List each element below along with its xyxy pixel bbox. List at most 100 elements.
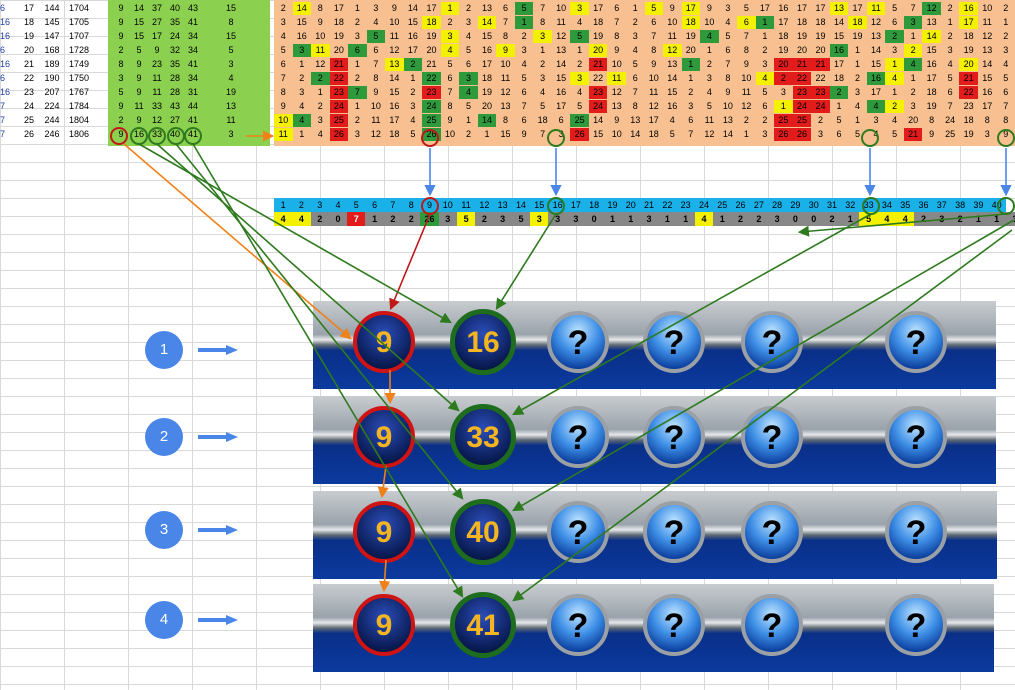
gap-cell: 5 — [466, 45, 472, 55]
gap-cell: 5 — [514, 2, 534, 15]
drawn-number: 35 — [169, 59, 180, 69]
gap-cell: 10 — [667, 17, 678, 27]
history-cell: 6 — [0, 3, 6, 13]
gap-cell: 9 — [725, 87, 731, 97]
history-cell: 20 — [23, 45, 34, 55]
gap-cell: 12 — [648, 101, 659, 111]
gap-cell: 3 — [410, 101, 416, 111]
strip-frequency: 2 — [914, 212, 933, 226]
gap-cell: 3 — [903, 16, 923, 29]
gap-cell: 9 — [614, 115, 620, 125]
gap-cell: 23 — [422, 86, 441, 99]
history-cell: 1728 — [68, 45, 90, 55]
gap-cell: 13 — [667, 59, 678, 69]
strip-number: 13 — [493, 198, 512, 212]
gap-cell: 10 — [444, 129, 455, 139]
strip-number: 8 — [402, 198, 421, 212]
drawn-number: 28 — [169, 73, 180, 83]
gap-cell: 17 — [834, 59, 845, 69]
gap-cell: 18 — [537, 115, 548, 125]
gap-cell: 14 — [630, 129, 641, 139]
gap-cell: 22 — [959, 86, 978, 99]
gap-cell: 7 — [947, 101, 953, 111]
history-cell: 168 — [44, 45, 60, 55]
gap-cell: 4 — [577, 87, 583, 97]
gap-cell: 18 — [648, 129, 659, 139]
gap-cell: 20 — [815, 45, 826, 55]
gap-cell: 7 — [540, 3, 546, 13]
gap-cell: 7 — [447, 87, 453, 97]
gap-cell: 2 — [774, 72, 793, 85]
strip-number: 37 — [932, 198, 951, 212]
gap-cell: 1 — [743, 129, 749, 139]
gap-cell: 5 — [947, 73, 953, 83]
gap-cell: 15 — [667, 87, 678, 97]
gap-cell: 1 — [910, 31, 916, 41]
gap-cell: 4 — [892, 115, 898, 125]
gap-cell: 18 — [963, 31, 974, 41]
gap-cell: 14 — [292, 2, 312, 15]
gap-cell: 7 — [651, 31, 657, 41]
gap-cell: 17 — [389, 115, 400, 125]
gap-cell: 12 — [871, 17, 882, 27]
gap-cell: 8 — [743, 45, 749, 55]
gap-cell: 9 — [496, 44, 515, 57]
gap-cell: 17 — [871, 87, 882, 97]
gap-cell: 2 — [632, 17, 638, 27]
gap-cell: 21 — [426, 59, 437, 69]
strip-number: 17 — [566, 198, 586, 212]
strip-number: 19 — [603, 198, 622, 212]
gap-cell: 8 — [503, 31, 509, 41]
strip-number: 6 — [365, 198, 384, 212]
gap-cell: 4 — [947, 59, 953, 69]
strip-frequency: 3 — [530, 212, 549, 226]
gap-cell: 9 — [743, 59, 749, 69]
gap-cell: 4 — [755, 72, 775, 85]
ball-fixed: 9 — [353, 501, 415, 563]
gap-cell: 6 — [466, 59, 472, 69]
gap-cell: 11 — [274, 128, 293, 141]
gap-cell: 8 — [317, 3, 323, 13]
strip-frequency: 2 — [950, 212, 970, 226]
gap-cell: 4 — [280, 31, 286, 41]
gap-cell: 6 — [521, 87, 527, 97]
gap-cell: 3 — [762, 129, 768, 139]
gap-cell: 7 — [632, 87, 638, 97]
gap-cell: 2 — [299, 73, 305, 83]
gap-cell: 6 — [737, 16, 756, 29]
gap-cell: 17 — [852, 3, 863, 13]
gap-cell: 2 — [817, 115, 823, 125]
gap-cell: 6 — [632, 73, 638, 83]
gap-cell: 5 — [366, 30, 386, 43]
strip-number: 30 — [804, 198, 823, 212]
draw-numbers-area — [108, 0, 270, 146]
gap-cell: 10 — [500, 59, 511, 69]
gap-cell: 7 — [688, 129, 694, 139]
strip-frequency: 3 — [493, 212, 512, 226]
gap-cell: 24 — [588, 100, 608, 113]
gap-cell: 9 — [614, 45, 620, 55]
strip-number: 34 — [877, 198, 897, 212]
history-row: 16 23 207 1767 5 9 11 28 31 19 — [0, 86, 270, 99]
drawn-number: 9 — [154, 45, 160, 55]
gap-cell: 2 — [280, 3, 286, 13]
gap-cell: 10 — [722, 101, 733, 111]
strip-number: 39 — [969, 198, 988, 212]
strip-frequency: 2 — [310, 212, 329, 226]
gap-cell: 4 — [292, 114, 312, 127]
gap-cell: 14 — [834, 17, 845, 27]
gap-cell: 3 — [947, 45, 953, 55]
gap-cell: 5 — [577, 101, 583, 111]
history-cell: 1767 — [68, 87, 90, 97]
strip-frequency: 2 — [402, 212, 421, 226]
ball-panel: 9 33???? — [313, 396, 996, 484]
gap-cell: 1 — [577, 45, 583, 55]
gap-cell: 13 — [611, 101, 622, 111]
strip-frequency: 1 — [658, 212, 677, 226]
drawn-number: 11 — [152, 87, 162, 97]
gap-cell: 3 — [354, 31, 360, 41]
gap-cell: 16 — [926, 59, 937, 69]
gap-cell: 13 — [630, 115, 641, 125]
history-cell: 18 — [23, 17, 34, 27]
strip-frequency: 4 — [292, 212, 311, 226]
